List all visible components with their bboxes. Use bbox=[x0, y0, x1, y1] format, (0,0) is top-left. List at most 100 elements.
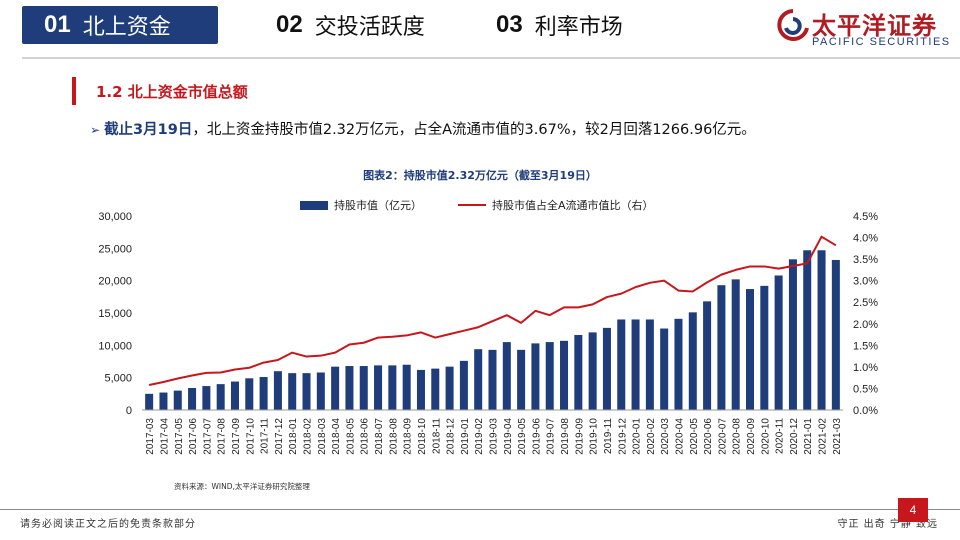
y2-tick-label: 0.5% bbox=[853, 383, 878, 395]
bar-holdings-value bbox=[345, 366, 353, 410]
x-tick-label: 2018-05 bbox=[345, 418, 356, 455]
x-tick-label: 2018-11 bbox=[431, 418, 442, 454]
bar-holdings-value bbox=[531, 343, 539, 410]
x-tick-label: 2020-05 bbox=[689, 418, 700, 455]
bar-holdings-value bbox=[431, 369, 439, 410]
bar-holdings-value bbox=[517, 350, 525, 410]
bar-holdings-value bbox=[775, 275, 783, 410]
x-tick-label: 2019-08 bbox=[560, 418, 571, 455]
x-tick-label: 2018-12 bbox=[446, 418, 457, 455]
x-tick-label: 2018-08 bbox=[388, 418, 399, 455]
bar-holdings-value bbox=[560, 341, 568, 410]
bar-holdings-value bbox=[331, 367, 339, 410]
y2-tick-label: 1.5% bbox=[853, 340, 878, 352]
x-tick-label: 2017-10 bbox=[245, 418, 256, 455]
y-tick-label: 15,000 bbox=[98, 308, 132, 320]
y2-tick-label: 0.0% bbox=[853, 405, 878, 417]
bar-holdings-value bbox=[803, 250, 811, 410]
x-tick-label: 2020-07 bbox=[717, 418, 728, 455]
y-tick-label: 0 bbox=[126, 405, 132, 417]
y-tick-label: 25,000 bbox=[98, 243, 132, 255]
bar-holdings-value bbox=[231, 382, 239, 410]
x-tick-label: 2020-02 bbox=[646, 418, 657, 455]
x-tick-label: 2019-02 bbox=[474, 418, 485, 455]
bar-holdings-value bbox=[546, 342, 554, 410]
bar-holdings-value bbox=[717, 285, 725, 410]
x-tick-label: 2018-09 bbox=[403, 418, 414, 455]
bar-holdings-value bbox=[574, 335, 582, 410]
x-tick-label: 2017-03 bbox=[145, 418, 156, 455]
x-tick-label: 2017-08 bbox=[217, 418, 228, 455]
x-tick-label: 2017-06 bbox=[188, 418, 199, 455]
x-tick-label: 2021-01 bbox=[803, 418, 814, 455]
footer-divider bbox=[0, 509, 960, 510]
bar-holdings-value bbox=[446, 367, 454, 410]
y2-tick-label: 1.0% bbox=[853, 362, 878, 374]
bar-holdings-value bbox=[646, 319, 654, 410]
bar-holdings-value bbox=[689, 312, 697, 410]
bar-holdings-value bbox=[417, 370, 425, 410]
x-tick-label: 2019-01 bbox=[460, 418, 471, 455]
x-tick-label: 2020-04 bbox=[674, 418, 685, 455]
x-tick-label: 2019-07 bbox=[546, 418, 557, 455]
x-tick-label: 2018-03 bbox=[317, 418, 328, 455]
bar-holdings-value bbox=[360, 366, 368, 410]
x-tick-label: 2017-07 bbox=[202, 418, 213, 455]
x-tick-label: 2018-10 bbox=[417, 418, 428, 455]
x-tick-label: 2019-03 bbox=[489, 418, 500, 455]
bar-holdings-value bbox=[474, 349, 482, 410]
bar-holdings-value bbox=[188, 388, 196, 410]
bar-holdings-value bbox=[603, 328, 611, 410]
bar-holdings-value bbox=[617, 319, 625, 410]
y2-tick-label: 4.5% bbox=[853, 211, 878, 223]
bar-holdings-value bbox=[674, 319, 682, 410]
page-number: 4 bbox=[898, 498, 928, 522]
bar-holdings-value bbox=[460, 361, 468, 410]
bar-holdings-value bbox=[589, 332, 597, 410]
bar-holdings-value bbox=[145, 394, 153, 410]
y-tick-label: 5,000 bbox=[104, 373, 132, 385]
bar-holdings-value bbox=[202, 386, 210, 410]
y2-tick-label: 4.0% bbox=[853, 233, 878, 245]
x-tick-label: 2021-03 bbox=[832, 418, 843, 455]
y2-tick-label: 3.5% bbox=[853, 254, 878, 266]
y2-tick-label: 2.0% bbox=[853, 319, 878, 331]
x-tick-label: 2020-06 bbox=[703, 418, 714, 455]
bar-holdings-value bbox=[732, 279, 740, 410]
x-tick-label: 2020-11 bbox=[775, 418, 786, 454]
bar-holdings-value bbox=[374, 365, 382, 410]
x-tick-label: 2021-02 bbox=[818, 418, 829, 455]
y2-tick-label: 2.5% bbox=[853, 297, 878, 309]
bar-holdings-value bbox=[317, 372, 325, 410]
bar-holdings-value bbox=[818, 250, 826, 410]
x-tick-label: 2019-12 bbox=[617, 418, 628, 455]
bar-holdings-value bbox=[274, 371, 282, 410]
bar-holdings-value bbox=[760, 286, 768, 410]
x-tick-label: 2020-12 bbox=[789, 418, 800, 455]
bar-holdings-value bbox=[746, 289, 754, 410]
bar-holdings-value bbox=[789, 259, 797, 410]
x-tick-label: 2020-01 bbox=[632, 418, 643, 455]
x-tick-label: 2019-10 bbox=[589, 418, 600, 455]
x-tick-label: 2019-09 bbox=[574, 418, 585, 455]
bar-holdings-value bbox=[245, 378, 253, 410]
x-tick-label: 2017-11 bbox=[260, 418, 271, 454]
x-tick-label: 2020-10 bbox=[760, 418, 771, 455]
x-tick-label: 2018-07 bbox=[374, 418, 385, 455]
bar-holdings-value bbox=[388, 365, 396, 410]
bar-holdings-value bbox=[260, 377, 268, 410]
bar-holdings-value bbox=[159, 393, 167, 410]
y-tick-label: 30,000 bbox=[98, 211, 132, 223]
x-tick-label: 2017-09 bbox=[231, 418, 242, 455]
bar-holdings-value bbox=[832, 260, 840, 410]
x-tick-label: 2019-04 bbox=[503, 418, 514, 455]
x-tick-label: 2019-06 bbox=[531, 418, 542, 455]
chart-source: 资料来源：WIND,太平洋证券研究院整理 bbox=[174, 481, 310, 492]
bar-holdings-value bbox=[503, 342, 511, 410]
y-tick-label: 10,000 bbox=[98, 340, 132, 352]
x-tick-label: 2018-06 bbox=[360, 418, 371, 455]
bar-holdings-value bbox=[403, 365, 411, 410]
holdings-chart: 30,00025,00020,00015,00010,0005,00004.5%… bbox=[0, 0, 960, 540]
x-tick-label: 2019-11 bbox=[603, 418, 614, 454]
bar-holdings-value bbox=[288, 373, 296, 410]
